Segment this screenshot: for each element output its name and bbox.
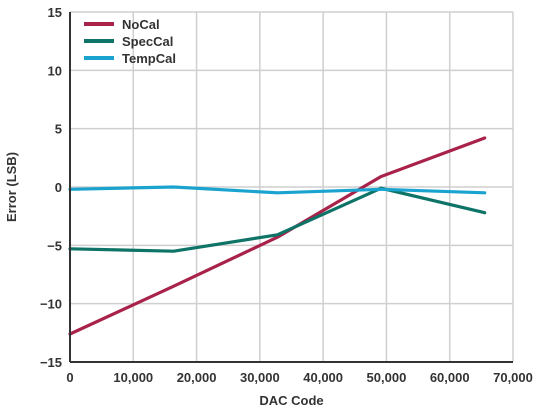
- x-tick-label: 10,000: [113, 370, 153, 385]
- y-tick-label: −15: [40, 355, 62, 370]
- series-line-tempcal: [68, 185, 487, 195]
- y-tick-label: 10: [48, 63, 62, 78]
- legend-label-nocal: NoCal: [122, 17, 160, 32]
- axes: [69, 12, 513, 363]
- y-axis-title: Error (LSB): [4, 152, 19, 222]
- tick-labels: 0 10,000 20,000 30,000 40,000 50,000 60,000 70,…: [40, 5, 533, 385]
- x-tick-label: 30,000: [240, 370, 280, 385]
- x-tick-label: 70,000: [493, 370, 533, 385]
- x-axis-title: DAC Code: [259, 393, 323, 408]
- legend: NoCal SpecCal TempCal: [84, 17, 176, 66]
- series-line-speccal: [68, 186, 487, 253]
- y-tick-label: 0: [55, 180, 62, 195]
- x-tick-label: 50,000: [367, 370, 407, 385]
- x-tick-label: 40,000: [303, 370, 343, 385]
- series-layer: [68, 136, 487, 336]
- y-tick-label: −10: [40, 297, 62, 312]
- series-line-nocal: [68, 136, 487, 336]
- x-tick-label: 60,000: [430, 370, 470, 385]
- x-tick-label: 0: [66, 370, 73, 385]
- y-tick-label: −5: [47, 238, 62, 253]
- y-tick-label: 5: [55, 122, 62, 137]
- legend-label-tempcal: TempCal: [122, 51, 176, 66]
- x-tick-label: 20,000: [177, 370, 217, 385]
- legend-label-speccal: SpecCal: [122, 34, 173, 49]
- y-tick-label: 15: [48, 5, 62, 20]
